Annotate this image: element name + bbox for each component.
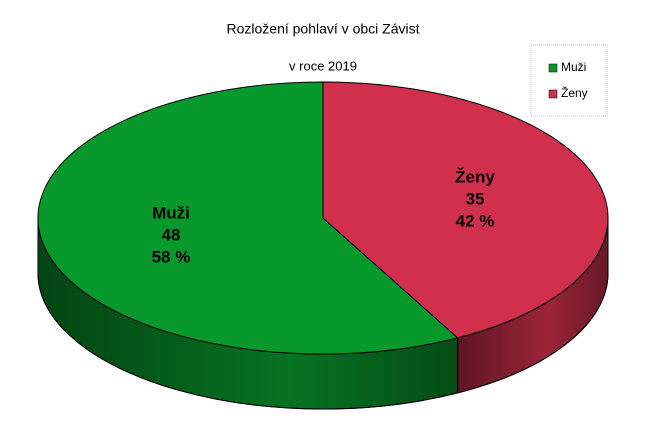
- legend-label: Muži: [561, 60, 586, 74]
- data-label-value: 48: [162, 226, 181, 245]
- data-label-value: 35: [466, 189, 485, 208]
- pie: [37, 81, 609, 410]
- slice: [322, 81, 609, 339]
- slice: [37, 81, 459, 355]
- data-label-percent: 58 %: [152, 248, 191, 267]
- chart-subtitle: v roce 2019: [289, 58, 357, 73]
- data-label-percent: 42 %: [456, 211, 495, 230]
- legend-label: Ženy: [561, 85, 588, 100]
- data-label-name: Ženy: [455, 167, 495, 186]
- legend-swatch: [548, 63, 558, 73]
- chart-title: Rozložení pohlaví v obci Závist: [227, 21, 420, 37]
- data-label-name: Muži: [152, 204, 190, 223]
- legend-swatch: [548, 89, 558, 99]
- legend-box: [530, 44, 608, 117]
